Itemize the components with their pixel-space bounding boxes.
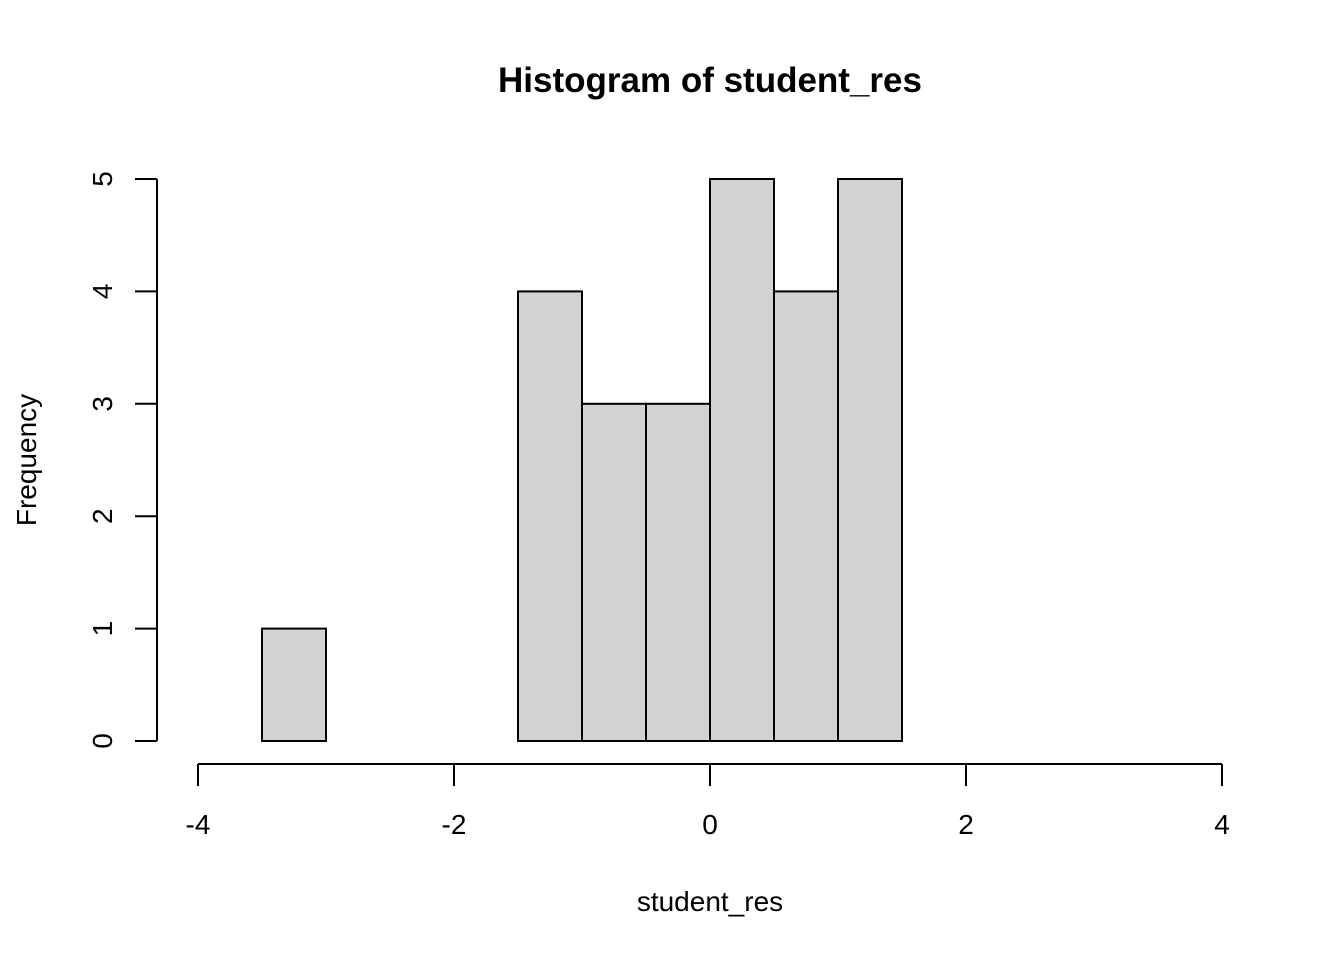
x-tick-label: -4	[186, 809, 211, 840]
histogram-bar	[773, 290, 839, 742]
histogram-bar	[581, 402, 647, 742]
y-tick-label: 5	[87, 171, 118, 187]
y-tick-label: 3	[87, 396, 118, 412]
chart-title: Histogram of student_res	[498, 61, 922, 100]
y-tick-label: 1	[87, 621, 118, 637]
histogram-bar	[837, 178, 903, 742]
x-tick-label: 4	[1214, 809, 1230, 840]
y-tick-label: 2	[87, 508, 118, 524]
y-tick-label: 0	[87, 733, 118, 749]
histogram-bar	[517, 290, 583, 742]
x-tick-label: 0	[702, 809, 718, 840]
histogram-bar	[261, 627, 327, 742]
y-tick-label: 4	[87, 284, 118, 300]
y-axis: 0 1 2 3 4 5	[87, 171, 158, 749]
y-axis-label: Frequency	[11, 394, 42, 526]
x-tick-label: -2	[442, 809, 467, 840]
x-tick-label: 2	[958, 809, 974, 840]
histogram-bar	[645, 402, 711, 742]
x-axis: -4 -2 0 2 4	[186, 763, 1230, 840]
histogram-bar	[709, 178, 775, 742]
bars-group	[261, 178, 903, 742]
x-axis-label: student_res	[637, 886, 783, 917]
